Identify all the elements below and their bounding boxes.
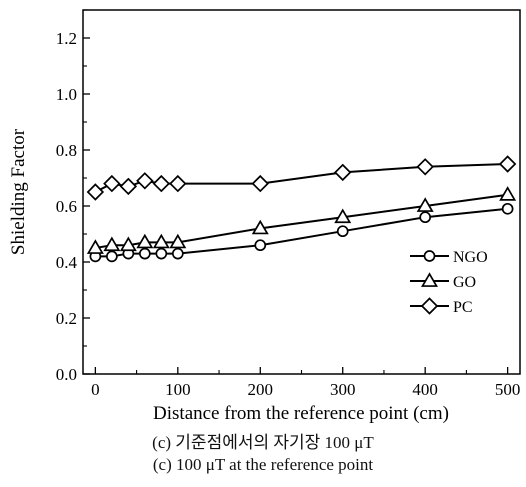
x-tick-label: 400 (412, 380, 438, 399)
data-point-pc (119, 177, 138, 196)
y-tick-label: 1.2 (56, 29, 77, 48)
data-point-go (103, 236, 121, 252)
series-line-go (95, 193, 508, 249)
data-point-pc (86, 183, 105, 201)
y-tick-label: 0.6 (56, 197, 77, 216)
legend-marker-ngo (423, 250, 436, 262)
plot-frame (82, 9, 521, 375)
data-point-go (251, 219, 269, 235)
data-point-pc (498, 155, 517, 173)
data-point-pc (103, 174, 121, 193)
data-point-go (334, 208, 352, 224)
x-axis-title: Distance from the reference point (cm) (153, 403, 449, 424)
x-tick-label: 0 (91, 380, 100, 399)
data-point-pc (136, 172, 154, 190)
y-tick-label: 0.0 (56, 365, 77, 384)
data-point-go (86, 239, 104, 254)
data-point-pc (169, 174, 187, 193)
data-point-ngo (171, 247, 184, 260)
data-point-go (152, 233, 170, 249)
caption-korean: (c) 기준점에서의 자기장 100 μT (152, 433, 374, 452)
series-go (86, 186, 517, 254)
series-line-ngo (95, 207, 508, 258)
data-point-ngo (106, 250, 118, 263)
data-point-ngo (254, 239, 267, 252)
legend: NGO GO PC (410, 249, 488, 316)
y-tick-label: 0.2 (56, 309, 77, 328)
caption-english: (c) 100 μT at the reference point (152, 455, 374, 474)
data-point-ngo (138, 247, 151, 260)
data-point-go (499, 186, 517, 201)
data-point-pc (152, 174, 171, 193)
legend-label-ngo: NGO (453, 249, 488, 266)
x-tick-label: 100 (165, 380, 191, 399)
data-point-ngo (336, 225, 349, 238)
data-point-ngo (419, 211, 432, 224)
series-pc (86, 155, 517, 201)
legend-label-go: GO (453, 274, 476, 291)
legend-marker-go (421, 272, 438, 287)
legend-label-pc: PC (453, 299, 473, 316)
data-point-ngo (501, 202, 514, 215)
y-tick-label: 0.4 (56, 253, 78, 272)
x-tick-label: 200 (248, 380, 274, 399)
series-ngo (89, 202, 514, 263)
data-point-pc (334, 163, 352, 182)
x-tick-label: 500 (495, 380, 521, 399)
data-point-go (416, 197, 434, 212)
data-point-go (136, 233, 154, 249)
data-point-go (119, 236, 137, 252)
legend-marker-pc (420, 297, 439, 315)
data-point-pc (251, 174, 269, 193)
data-point-go (169, 233, 187, 249)
y-axis-title: Shielding Factor (8, 128, 29, 255)
y-tick-label: 0.8 (56, 141, 77, 160)
data-point-pc (416, 158, 434, 176)
data-point-ngo (155, 247, 168, 260)
x-tick-label: 300 (330, 380, 356, 399)
y-tick-label: 1.0 (56, 85, 77, 104)
